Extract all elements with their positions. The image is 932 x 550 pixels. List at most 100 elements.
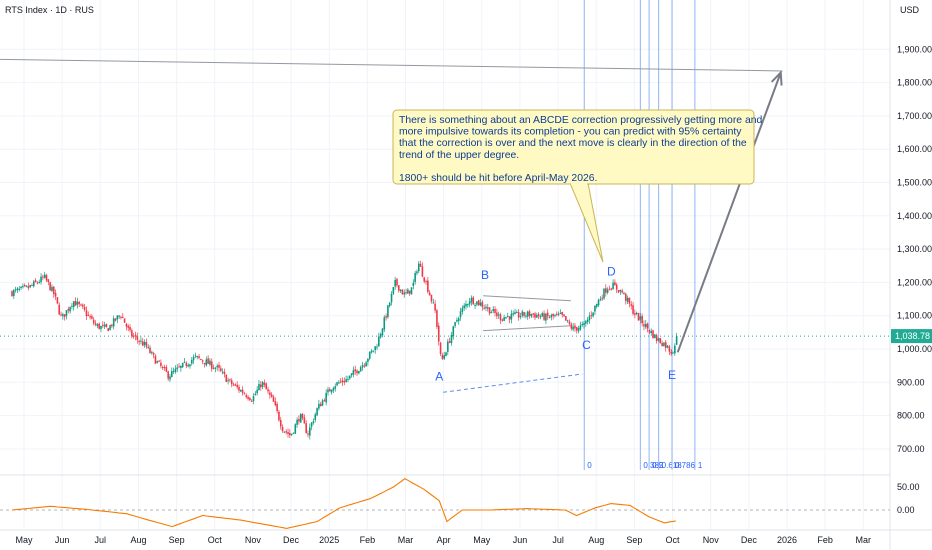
candle — [652, 329, 654, 339]
candle-body — [132, 335, 135, 337]
candle — [456, 317, 458, 323]
candle — [672, 351, 674, 354]
candle-body — [279, 419, 282, 427]
triangle-lower — [483, 325, 571, 332]
time-axis[interactable]: May Jun Jul Aug Sep Oct Nov Dec 2025 Feb Mar Apr May… — [15, 535, 871, 545]
candle-body — [245, 395, 248, 398]
candle — [270, 392, 273, 398]
candle-body — [516, 312, 518, 314]
candle-body — [532, 313, 534, 315]
candle-body — [374, 346, 376, 351]
time-tick-label: Sep — [169, 535, 185, 545]
price-tick-label: 1,800.00 — [897, 78, 932, 88]
candle — [152, 351, 155, 359]
candle-body — [586, 319, 589, 322]
candle — [341, 377, 344, 387]
candle-body — [223, 371, 226, 375]
candle-body — [112, 318, 115, 327]
candle — [565, 316, 567, 322]
candle — [630, 301, 633, 310]
candle-body — [105, 323, 108, 328]
candle — [234, 383, 237, 387]
candle-body — [154, 355, 157, 364]
candle-body — [358, 371, 360, 374]
candle-body — [16, 288, 19, 291]
candle-body — [241, 389, 244, 394]
candle — [407, 288, 409, 294]
candle-body — [78, 301, 80, 305]
candle — [40, 273, 42, 285]
candle-body — [394, 279, 396, 287]
time-tick-label: 2026 — [777, 535, 797, 545]
candle-body — [546, 312, 549, 317]
candle — [414, 270, 416, 285]
candle-body — [365, 362, 367, 367]
candle — [96, 323, 99, 329]
candle-body — [80, 304, 82, 306]
candle-body — [505, 317, 507, 319]
candle — [136, 332, 139, 344]
candle — [572, 322, 574, 332]
time-tick-label: May — [15, 535, 33, 545]
candle-body — [332, 387, 335, 391]
candle-body — [450, 334, 453, 344]
candle — [624, 292, 627, 305]
candle-body — [652, 330, 654, 338]
candle — [663, 342, 665, 347]
candle-body — [85, 310, 88, 317]
candle-body — [152, 352, 155, 355]
time-tick-label: Sep — [626, 535, 642, 545]
time-tick-label: Mar — [856, 535, 872, 545]
time-tick-label: Nov — [703, 535, 720, 545]
candle — [207, 355, 209, 364]
candle-body — [189, 364, 191, 367]
long-trendline — [0, 58, 783, 72]
candle — [58, 302, 61, 316]
candle — [586, 317, 589, 325]
candle-body — [190, 359, 193, 364]
candle-body — [646, 323, 649, 329]
candle-body — [603, 288, 605, 299]
candle — [252, 393, 255, 405]
candle — [225, 374, 228, 383]
candle — [232, 382, 235, 387]
candle — [185, 361, 188, 369]
candle — [459, 307, 462, 321]
candle — [443, 351, 445, 361]
candle-body — [379, 334, 382, 338]
candle-body — [212, 367, 215, 369]
candle-body — [595, 303, 598, 307]
candle — [559, 309, 562, 315]
candle — [376, 343, 378, 351]
candle-body — [67, 308, 70, 311]
candle-body — [285, 431, 288, 433]
candle — [592, 312, 594, 318]
candle — [617, 289, 620, 294]
candle-body — [552, 313, 554, 317]
candle-body — [125, 323, 128, 327]
candle — [666, 345, 669, 349]
candle — [140, 336, 142, 345]
candle-body — [378, 336, 380, 347]
candle-body — [496, 312, 498, 317]
candle-body — [403, 292, 406, 295]
candle — [434, 300, 436, 314]
candle — [492, 305, 495, 314]
candle-body — [58, 304, 61, 315]
candle-body — [334, 386, 337, 389]
candle-body — [172, 370, 175, 372]
candle-body — [347, 378, 349, 380]
candle-body — [626, 297, 629, 302]
candle — [581, 321, 584, 327]
candle — [307, 430, 309, 438]
candle — [238, 384, 240, 394]
candle-body — [149, 347, 151, 353]
candle — [196, 355, 199, 360]
price-axis[interactable]: 1,900.00 1,800.00 1,700.00 1,600.00 1,500.00… — [891, 44, 932, 515]
annotation-callout[interactable]: There is something about an ABCDE correc… — [392, 109, 763, 263]
candle — [597, 298, 600, 307]
candle-body — [198, 356, 200, 358]
candle-body — [579, 325, 582, 330]
candle-body — [310, 422, 313, 427]
